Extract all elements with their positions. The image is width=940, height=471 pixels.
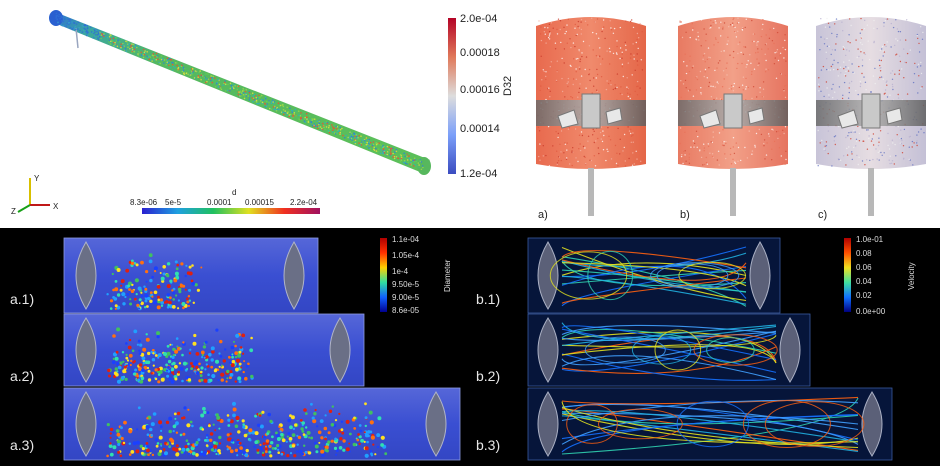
diameter-tick: 9.00e-5 — [392, 293, 420, 302]
diameter-tick: 1e-4 — [392, 267, 409, 276]
d32-tick: 2.0e-04 — [460, 13, 497, 25]
diameter-colorbar-title: Diameter — [443, 259, 452, 292]
axis-x-label: X — [53, 202, 59, 211]
d-colorbar-ticks: 8.3e-06 5e-5 0.0001 0.00015 2.2e-04 — [130, 198, 318, 207]
d-tick: 8.3e-06 — [130, 198, 158, 207]
velocity-tick: 0.02 — [856, 291, 872, 300]
velocity-renders: 1.0e-01 0.08 0.06 0.04 0.02 0.0e+00 Velo… — [476, 235, 916, 461]
axis-z-label: Z — [11, 207, 16, 216]
velocity-panel: 1.0e-01 0.08 0.06 0.04 0.02 0.0e+00 Velo… — [470, 228, 940, 466]
d-colorbar — [142, 208, 320, 214]
d32-colorbar-title: D32 — [502, 76, 514, 96]
row-label-b1: b.1) — [476, 291, 500, 307]
row-label-a1: a.1) — [10, 291, 34, 307]
diameter-renders: 1.1e-04 1.05e-4 1e-4 9.50e-5 9.00e-5 8.6… — [10, 235, 461, 461]
d32-colorbar-ticks: 2.0e-04 0.00018 0.00016 0.00014 1.2e-04 — [460, 13, 500, 180]
diameter-colorbar — [380, 238, 387, 312]
tank-panel: a) b) c) — [520, 0, 940, 228]
pipe-particles — [55, 12, 424, 171]
velocity-colorbar-title: Velocity — [907, 262, 916, 290]
pipe-panel: Y X Z 2.0e-04 0.00 — [0, 0, 520, 228]
tank-0 — [536, 17, 646, 216]
diameter-vessel-3 — [63, 387, 461, 461]
d-tick: 0.00015 — [245, 198, 274, 207]
row-label-a3: a.3) — [10, 437, 34, 453]
row-label-b2: b.2) — [476, 368, 500, 384]
d32-tick: 0.00016 — [460, 84, 500, 96]
d32-tick: 1.2e-04 — [460, 168, 497, 180]
row-label-b3: b.3) — [476, 437, 500, 453]
d-tick: 2.2e-04 — [290, 198, 318, 207]
velocity-colorbar-ticks: 1.0e-01 0.08 0.06 0.04 0.02 0.0e+00 — [856, 235, 886, 316]
velocity-vessel-3 — [527, 387, 893, 461]
diameter-vessel-2 — [63, 313, 365, 387]
axis-y-label: Y — [34, 174, 40, 183]
diameter-panel: 1.1e-04 1.05e-4 1e-4 9.50e-5 9.00e-5 8.6… — [0, 228, 470, 466]
velocity-vessel-1 — [527, 237, 781, 314]
tank-2 — [816, 17, 926, 216]
d32-colorbar — [448, 18, 456, 174]
diameter-tick: 9.50e-5 — [392, 280, 420, 289]
tank-label-c: c) — [818, 209, 827, 221]
velocity-tick: 0.04 — [856, 277, 872, 286]
velocity-tick: 0.0e+00 — [856, 307, 886, 316]
d-tick: 5e-5 — [165, 198, 182, 207]
d-tick: 0.0001 — [207, 198, 232, 207]
diameter-colorbar-ticks: 1.1e-04 1.05e-4 1e-4 9.50e-5 9.00e-5 8.6… — [392, 235, 420, 315]
velocity-vessel-2 — [527, 313, 811, 387]
diameter-vessel-1 — [63, 237, 319, 314]
d-colorbar-title: d — [232, 188, 236, 197]
velocity-colorbar — [844, 238, 851, 312]
velocity-tick: 0.08 — [856, 249, 872, 258]
pipe-render: Y X Z 2.0e-04 0.00 — [11, 10, 514, 216]
d32-tick: 0.00018 — [460, 47, 500, 59]
diameter-tick: 1.05e-4 — [392, 251, 420, 260]
row-label-a2: a.2) — [10, 368, 34, 384]
tank-1 — [678, 17, 788, 216]
velocity-tick: 1.0e-01 — [856, 235, 884, 244]
tank-renders: a) b) c) — [536, 17, 926, 221]
tank-label-b: b) — [680, 209, 690, 221]
diameter-tick: 1.1e-04 — [392, 235, 420, 244]
tank-label-a: a) — [538, 209, 548, 221]
diameter-tick: 8.6e-05 — [392, 306, 420, 315]
axes-triad: Y X Z — [11, 174, 59, 216]
d32-tick: 0.00014 — [460, 123, 500, 135]
velocity-tick: 0.06 — [856, 263, 872, 272]
